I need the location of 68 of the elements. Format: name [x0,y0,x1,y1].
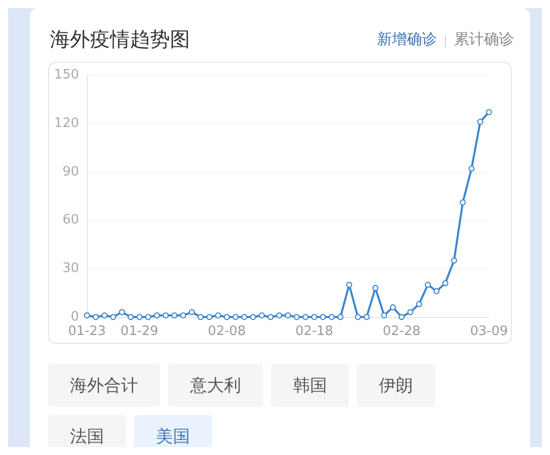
point [241,314,248,320]
point [145,314,152,320]
point [276,312,282,318]
point [311,314,318,320]
point [328,314,335,320]
point [390,304,396,310]
text: 韩国 [271,364,349,407]
text: 海外合计 [48,364,160,407]
point [162,312,169,318]
text: 法国 [69,426,105,449]
point [101,312,108,318]
point [477,118,484,125]
x-tick-label: 02-28 [382,324,420,339]
point [92,314,99,320]
point [381,312,388,318]
x-tick-label: 02-08 [208,324,246,339]
text: 伊朗 [357,364,435,407]
text: 新增确诊 [377,30,437,49]
y-tick-label: 0 [70,310,79,324]
point [154,312,160,318]
point [416,301,422,308]
point [294,314,300,320]
y-tick-label: 120 [54,116,79,131]
point [460,199,466,206]
x-tick-label: 02-18 [295,324,334,339]
point [434,288,440,294]
point [364,314,370,320]
point [372,284,378,291]
point [258,312,265,318]
point [118,309,125,316]
point [424,282,431,288]
y-tick-label: 90 [62,164,79,180]
text: 累计确诊 [454,30,514,49]
point [346,282,352,288]
point [206,314,212,320]
text: 意大利 [168,364,263,407]
point [354,314,361,320]
text: 美国 [155,426,191,449]
point [285,312,291,318]
point [188,309,195,316]
x-tick-label: 03-09 [470,324,508,339]
point [128,314,134,320]
point [320,314,326,320]
y-tick-label: 60 [62,212,79,228]
point [136,314,142,320]
chart-title: 海外疫情趋势图 [50,26,190,53]
y-tick-label: 150 [54,68,79,82]
x-tick-label: 01-29 [120,324,158,339]
point [110,314,116,320]
point [302,314,308,320]
point [268,314,274,320]
point [442,280,448,286]
x-tick-label: 01-23 [68,324,106,339]
point [224,314,230,320]
point [232,314,239,320]
point [486,109,492,116]
point [84,312,90,318]
point [250,314,256,320]
point [407,309,414,316]
y-tick-label: 30 [62,261,79,276]
point [215,312,222,318]
point [171,312,178,318]
point [337,314,344,320]
point [198,314,204,320]
point [468,166,475,172]
point [180,312,186,318]
point [451,258,458,264]
point [398,314,405,320]
